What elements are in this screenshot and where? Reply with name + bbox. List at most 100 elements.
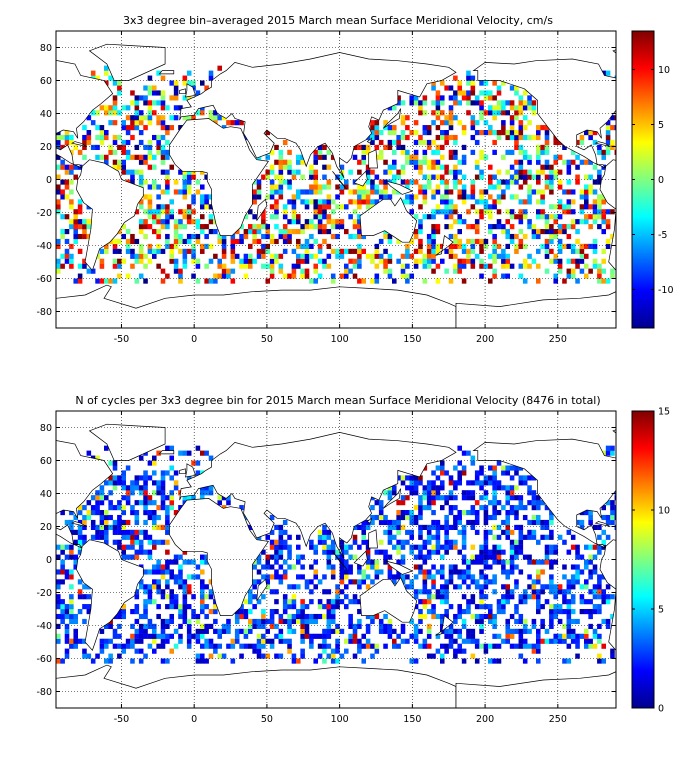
data-cell	[99, 510, 105, 516]
data-cell	[69, 524, 74, 530]
data-cell	[330, 653, 336, 659]
data-cell	[134, 618, 140, 625]
data-cell	[522, 658, 528, 664]
data-cell	[147, 243, 153, 249]
data-cell	[422, 559, 428, 565]
data-cell	[265, 628, 271, 634]
data-cell	[483, 505, 489, 511]
data-cell	[597, 638, 602, 644]
data-cell	[422, 505, 428, 511]
data-cell	[274, 653, 279, 659]
data-cell	[435, 95, 441, 101]
data-cell	[348, 169, 353, 175]
data-cell	[422, 490, 428, 496]
data-cell	[418, 204, 423, 210]
data-cell	[531, 233, 537, 240]
data-cell	[492, 174, 497, 180]
data-cell	[501, 465, 506, 471]
data-cell	[56, 268, 61, 274]
data-cell	[348, 258, 353, 264]
data-cell	[217, 633, 223, 639]
data-cell	[156, 134, 161, 141]
data-cell	[509, 179, 515, 185]
data-cell	[200, 204, 205, 210]
data-cell	[527, 500, 532, 506]
data-cell	[104, 514, 109, 521]
data-cell	[156, 214, 161, 220]
data-cell	[562, 574, 567, 580]
data-cell	[191, 194, 196, 200]
data-cell	[501, 229, 506, 235]
data-cell	[383, 519, 388, 526]
data-cell	[77, 199, 83, 205]
data-cell	[496, 599, 502, 605]
data-cell	[378, 258, 384, 264]
data-cell	[217, 115, 223, 121]
data-cell	[274, 214, 279, 220]
data-cell	[117, 110, 122, 116]
data-cell	[291, 219, 297, 225]
data-cell	[147, 154, 153, 160]
data-cell	[252, 604, 257, 610]
data-cell	[426, 549, 432, 555]
data-cell	[64, 653, 70, 659]
data-cell	[444, 628, 449, 634]
data-cell	[483, 90, 489, 96]
data-cell	[496, 209, 502, 215]
data-cell	[479, 154, 484, 160]
data-cell	[413, 475, 419, 481]
data-cell	[117, 519, 122, 526]
data-cell	[457, 100, 463, 106]
data-cell	[173, 115, 179, 121]
data-cell	[278, 534, 284, 540]
data-cell	[605, 134, 611, 141]
data-cell	[426, 214, 432, 220]
data-cell	[448, 574, 454, 580]
data-cell	[60, 559, 65, 565]
data-cell	[204, 490, 209, 496]
data-cell	[143, 219, 148, 225]
data-cell	[169, 594, 175, 600]
data-cell	[566, 189, 572, 195]
data-cell	[488, 125, 493, 131]
data-cell	[461, 243, 467, 249]
data-cell	[536, 539, 541, 545]
data-cell	[269, 273, 275, 279]
data-cell	[374, 263, 380, 269]
data-cell	[326, 643, 332, 649]
data-cell	[278, 154, 284, 160]
data-cell	[90, 505, 96, 511]
data-cell	[479, 243, 484, 249]
data-cell	[200, 194, 205, 200]
data-cell	[457, 159, 463, 165]
data-cell	[409, 633, 415, 639]
data-cell	[575, 549, 580, 555]
data-cell	[457, 549, 463, 555]
data-cell	[200, 495, 205, 501]
data-cell	[239, 258, 244, 264]
data-cell	[365, 544, 371, 550]
data-cell	[291, 653, 297, 659]
data-cell	[610, 139, 615, 146]
data-cell	[597, 534, 602, 540]
data-cell	[339, 174, 345, 180]
data-cell	[173, 258, 179, 264]
data-cell	[252, 559, 257, 565]
data-cell	[610, 519, 615, 526]
data-cell	[330, 219, 336, 225]
data-cell	[322, 544, 327, 550]
data-cell	[344, 638, 349, 644]
data-cell	[370, 125, 375, 131]
data-cell	[344, 648, 349, 654]
data-cell	[601, 643, 607, 649]
data-cell	[186, 584, 192, 590]
x-tick-label: 100	[331, 334, 349, 345]
data-cell	[152, 539, 157, 545]
data-cell	[296, 574, 301, 580]
data-cell	[431, 224, 436, 230]
data-cell	[444, 584, 449, 590]
data-cell	[557, 589, 563, 595]
data-cell	[474, 174, 480, 180]
data-cell	[117, 229, 122, 235]
data-cell	[479, 613, 484, 620]
